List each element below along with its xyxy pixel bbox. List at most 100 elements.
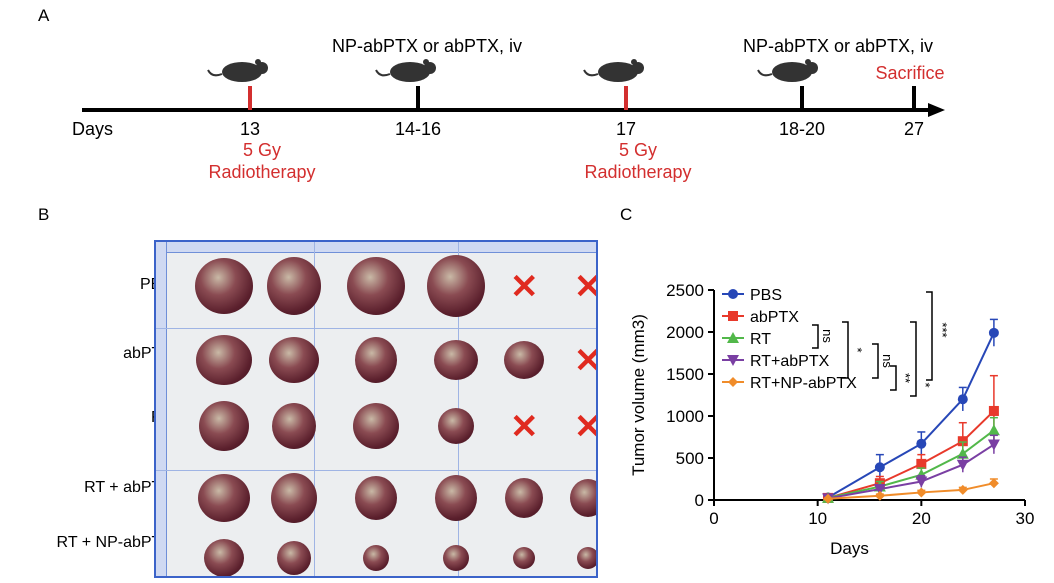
significance-label: *** [935, 322, 950, 337]
y-tick-label: 2000 [666, 323, 704, 342]
tumor-sample [438, 408, 474, 444]
data-point [874, 490, 885, 501]
data-point [823, 493, 834, 504]
timeline-day-17: 17 [616, 119, 636, 139]
photo-row-label-rt-np-abptx: RT + NP-abPTX [56, 534, 172, 551]
mouse-icon [583, 59, 644, 82]
radiation-label-2: Radiotherapy [584, 162, 691, 182]
mouse-icon [207, 59, 268, 82]
photo-row-label-pbs: PBS [12, 276, 172, 294]
data-point [916, 487, 927, 498]
significance-label: * [918, 382, 933, 387]
x-tick-label: 10 [808, 509, 827, 528]
x-axis-label: Days [830, 539, 869, 558]
series-line-1 [827, 410, 995, 499]
legend-marker [727, 332, 739, 343]
tumor-sample [272, 403, 316, 449]
panel-label-b: B [38, 205, 50, 224]
cross-mark-icon: ✕ [574, 410, 596, 444]
data-point [987, 424, 1000, 436]
photo-grid-line [314, 242, 315, 576]
tumor-sample [195, 258, 253, 314]
tumor-sample [267, 257, 321, 315]
tumor-sample [355, 337, 397, 383]
significance-label: ** [898, 373, 913, 383]
significance-bracket [842, 321, 849, 379]
timeline-day-14-16: 14-16 [395, 119, 441, 139]
tumor-sample [434, 340, 478, 380]
significance-bracket [910, 321, 917, 397]
cross-mark-icon: ✕ [510, 408, 539, 446]
significance-label: ns [820, 329, 835, 343]
tumor-sample [570, 479, 596, 517]
tumor-sample [427, 255, 485, 317]
mouse-icon [375, 59, 436, 82]
drug-injection-label-1: NP-abPTX or abPTX, iv [332, 36, 522, 56]
data-point [956, 447, 969, 459]
timeline-day-18-20: 18-20 [779, 119, 825, 139]
y-tick-label: 0 [695, 491, 704, 510]
radiation-label-1: Radiotherapy [208, 162, 315, 182]
tumor-sample [363, 545, 389, 571]
y-tick-label: 2500 [666, 281, 704, 300]
mouse-icon [757, 59, 818, 82]
cross-mark-icon: ✕ [574, 344, 596, 378]
tumor-sample [204, 539, 244, 576]
y-tick-label: 500 [676, 449, 704, 468]
data-point [957, 394, 968, 405]
tumor-sample [277, 541, 311, 575]
treatment-timeline: Days 13 14-16 17 18-20 27 NP-abPTX or ab… [72, 36, 945, 182]
tumor-sample [505, 478, 543, 518]
data-point [987, 439, 1000, 451]
photo-row-label-abptx: abPTX [123, 345, 172, 362]
tumor-sample [271, 473, 317, 523]
tumor-sample [443, 545, 469, 571]
significance-label: * [850, 347, 865, 352]
sacrifice-label: Sacrifice [875, 63, 944, 83]
data-point [988, 405, 999, 416]
tumor-sample [435, 475, 477, 521]
legend-marker [728, 377, 738, 387]
tumor-sample [199, 401, 249, 451]
panel-label-c: C [620, 205, 633, 224]
tumor-sample [353, 403, 399, 449]
data-point [988, 327, 999, 338]
tumor-sample [355, 476, 397, 520]
y-tick-label: 1000 [666, 407, 704, 426]
significance-label: ns [880, 354, 895, 368]
data-point [956, 459, 969, 471]
data-point [988, 478, 999, 489]
series-line-0 [827, 332, 995, 499]
tumor-sample [577, 547, 596, 569]
timeline-day-27: 27 [904, 119, 924, 139]
data-point [916, 458, 927, 469]
cross-mark-icon: ✕ [510, 268, 539, 306]
legend-marker [728, 289, 738, 299]
tumor-growth-chart: 0 10 20 30 0 500 1000 1500 2000 2500 Days Tumor vol… [629, 281, 1035, 558]
legend-label: RT+NP-abPTX [750, 375, 857, 392]
tumor-sample [269, 337, 319, 383]
photo-ruler-top [156, 242, 596, 253]
cross-mark-icon: ✕ [574, 270, 596, 304]
photo-row-label-rt-abptx: RT + abPTX [84, 479, 172, 496]
x-tick-label: 30 [1016, 509, 1035, 528]
significance-bracket [872, 343, 879, 379]
legend-label: abPTX [750, 309, 799, 326]
tumor-photo: ✕ ✕ ✕ ✕ ✕ [154, 240, 598, 578]
data-point [915, 476, 928, 488]
data-point [957, 436, 968, 447]
x-tick-label: 20 [912, 509, 931, 528]
legend-marker [728, 311, 738, 321]
photo-grid-line [156, 328, 596, 329]
significance-bracket [890, 365, 897, 391]
data-point [873, 484, 886, 496]
y-axis-label: Tumor volume (mm3) [629, 314, 648, 476]
photo-row-label-rt: RT [12, 409, 172, 427]
data-point [874, 462, 885, 473]
significance-bracket [812, 324, 819, 349]
panel-label-a: A [38, 6, 50, 25]
timeline-axis-label: Days [72, 119, 113, 139]
legend-label: RT+abPTX [750, 353, 830, 370]
legend-marker [727, 355, 739, 366]
tumor-sample [504, 341, 544, 379]
